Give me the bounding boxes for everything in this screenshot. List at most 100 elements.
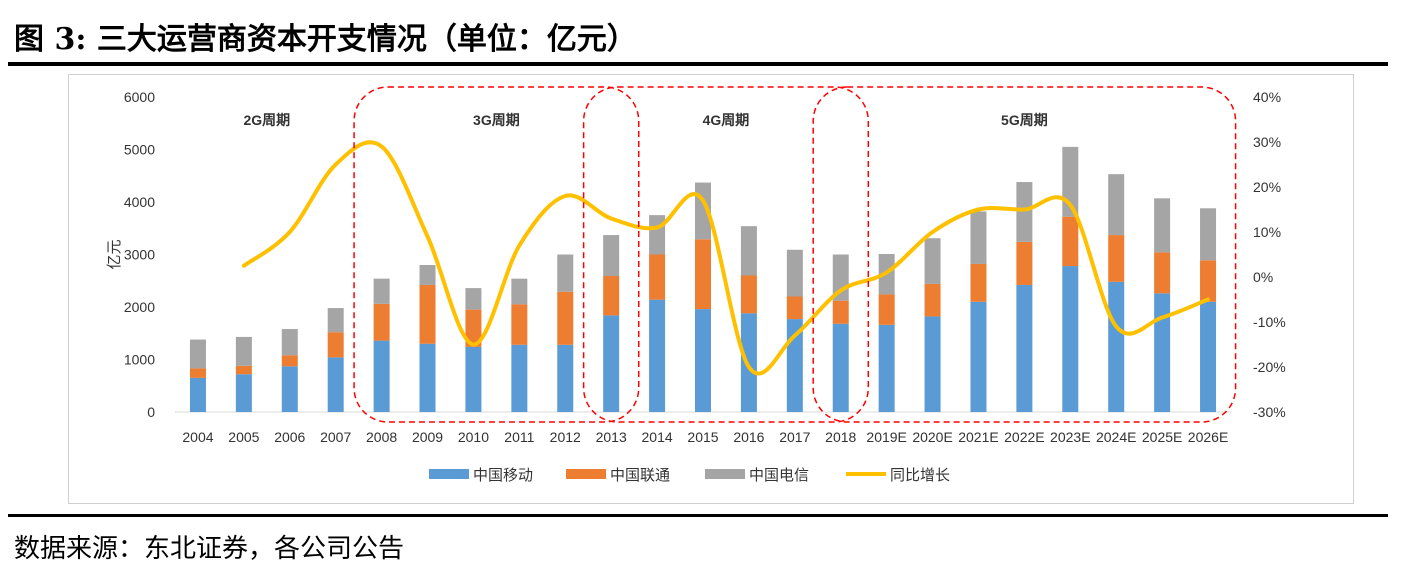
x-tick-label: 2019E (866, 429, 906, 445)
bar-mobile (924, 316, 941, 412)
bar-mobile (557, 344, 574, 412)
bar-telecom (327, 308, 344, 333)
y-tick-label: 1000 (124, 352, 155, 368)
bar-unicom (740, 275, 757, 314)
bar-telecom (235, 336, 252, 366)
bar-telecom (465, 288, 482, 310)
y2-tick-label: 40% (1253, 89, 1281, 105)
bar-mobile (1062, 266, 1079, 412)
bar-telecom (557, 254, 574, 292)
bar-mobile (281, 366, 298, 412)
bar-unicom (1062, 216, 1079, 267)
y2-tick-label: 0% (1253, 269, 1273, 285)
period-box (582, 86, 870, 423)
bar-unicom (832, 300, 849, 324)
bar-unicom (924, 283, 941, 317)
x-tick-label: 2020E (912, 429, 952, 445)
bar-unicom (603, 276, 620, 316)
x-tick-label: 2010 (458, 429, 489, 445)
x-tick-label: 2013 (596, 429, 627, 445)
legend-swatch (566, 469, 606, 479)
bar-unicom (373, 303, 390, 341)
bar-telecom (786, 249, 803, 297)
bar-unicom (1200, 260, 1217, 302)
legend-swatch (429, 469, 469, 479)
bar-mobile (235, 374, 252, 412)
y-tick-label: 6000 (124, 89, 155, 105)
legend-label: 中国电信 (749, 467, 809, 484)
bar-telecom (281, 329, 298, 356)
bar-mobile (327, 357, 344, 412)
y-tick-label: 4000 (124, 194, 155, 210)
bar-unicom (557, 291, 574, 345)
x-tick-label: 2016 (733, 429, 764, 445)
bar-unicom (1016, 241, 1033, 285)
legend-label: 中国联通 (610, 467, 670, 484)
bar-mobile (189, 377, 206, 412)
bar-telecom (373, 278, 390, 304)
figure-source: 数据来源：东北证券，各公司公告 (14, 534, 405, 564)
bar-mobile (1154, 293, 1171, 412)
y-tick-label: 2000 (124, 299, 155, 315)
bar-telecom (189, 339, 206, 369)
legend-swatch (705, 469, 745, 479)
y2-tick-label: 10% (1253, 224, 1281, 240)
x-tick-label: 2017 (779, 429, 810, 445)
x-tick-label: 2004 (182, 429, 213, 445)
bar-unicom (1154, 252, 1171, 294)
bar-unicom (695, 239, 711, 310)
x-tick-label: 2026E (1188, 429, 1228, 445)
bar-unicom (786, 296, 803, 320)
bar-mobile (419, 343, 436, 412)
bar-telecom (1200, 208, 1217, 261)
x-tick-label: 2025E (1142, 429, 1182, 445)
bar-unicom (419, 284, 436, 344)
period-box (812, 86, 1237, 423)
y-axis-title: 亿元 (106, 239, 123, 269)
bar-mobile (695, 309, 711, 412)
x-tick-label: 2012 (550, 429, 581, 445)
bar-telecom (649, 215, 666, 255)
bar-mobile (1016, 284, 1033, 412)
bar-unicom (465, 309, 482, 347)
bar-telecom (511, 278, 528, 305)
top-rule (8, 62, 1388, 66)
x-tick-label: 2024E (1096, 429, 1136, 445)
bar-mobile (511, 344, 528, 412)
growth-line (241, 140, 1211, 376)
y2-tick-label: 20% (1253, 179, 1281, 195)
x-tick-label: 2015 (687, 429, 718, 445)
bar-unicom (281, 355, 298, 367)
bar-telecom (1108, 174, 1125, 236)
bar-unicom (878, 294, 895, 325)
bar-telecom (1016, 182, 1033, 242)
x-tick-label: 2006 (274, 429, 305, 445)
y-tick-label: 3000 (124, 247, 155, 263)
chart-frame: 0 1000 2000 3000 4000 5000 6000 -30% -20% -10% 0% 1… (68, 74, 1354, 504)
bottom-rule (8, 514, 1388, 517)
legend-label: 中国移动 (473, 467, 533, 484)
bar-mobile (649, 299, 666, 412)
y2-tick-label: -20% (1253, 359, 1286, 375)
bar-unicom (970, 263, 987, 302)
x-tick-label: 2018 (825, 429, 856, 445)
bar-mobile (603, 315, 620, 412)
bar-mobile (1108, 281, 1125, 412)
bar-telecom (603, 235, 620, 277)
y2-tick-label: -10% (1253, 314, 1286, 330)
period-label: 4G周期 (703, 112, 750, 128)
bar-telecom (740, 226, 757, 276)
period-box (353, 86, 640, 423)
x-tick-label: 2023E (1050, 429, 1090, 445)
capex-chart: 0 1000 2000 3000 4000 5000 6000 -30% -20% -10% 0% 1… (106, 86, 1286, 484)
y-tick-label: 0 (147, 404, 155, 420)
bar-unicom (189, 368, 206, 378)
bar-mobile (465, 346, 482, 412)
bar-mobile (373, 340, 390, 412)
x-tick-label: 2007 (320, 429, 351, 445)
y2-tick-label: 30% (1253, 134, 1281, 150)
bar-unicom (1108, 235, 1125, 282)
x-tick-label: 2008 (366, 429, 397, 445)
bar-unicom (511, 304, 528, 345)
y-tick-label: 5000 (124, 142, 155, 158)
